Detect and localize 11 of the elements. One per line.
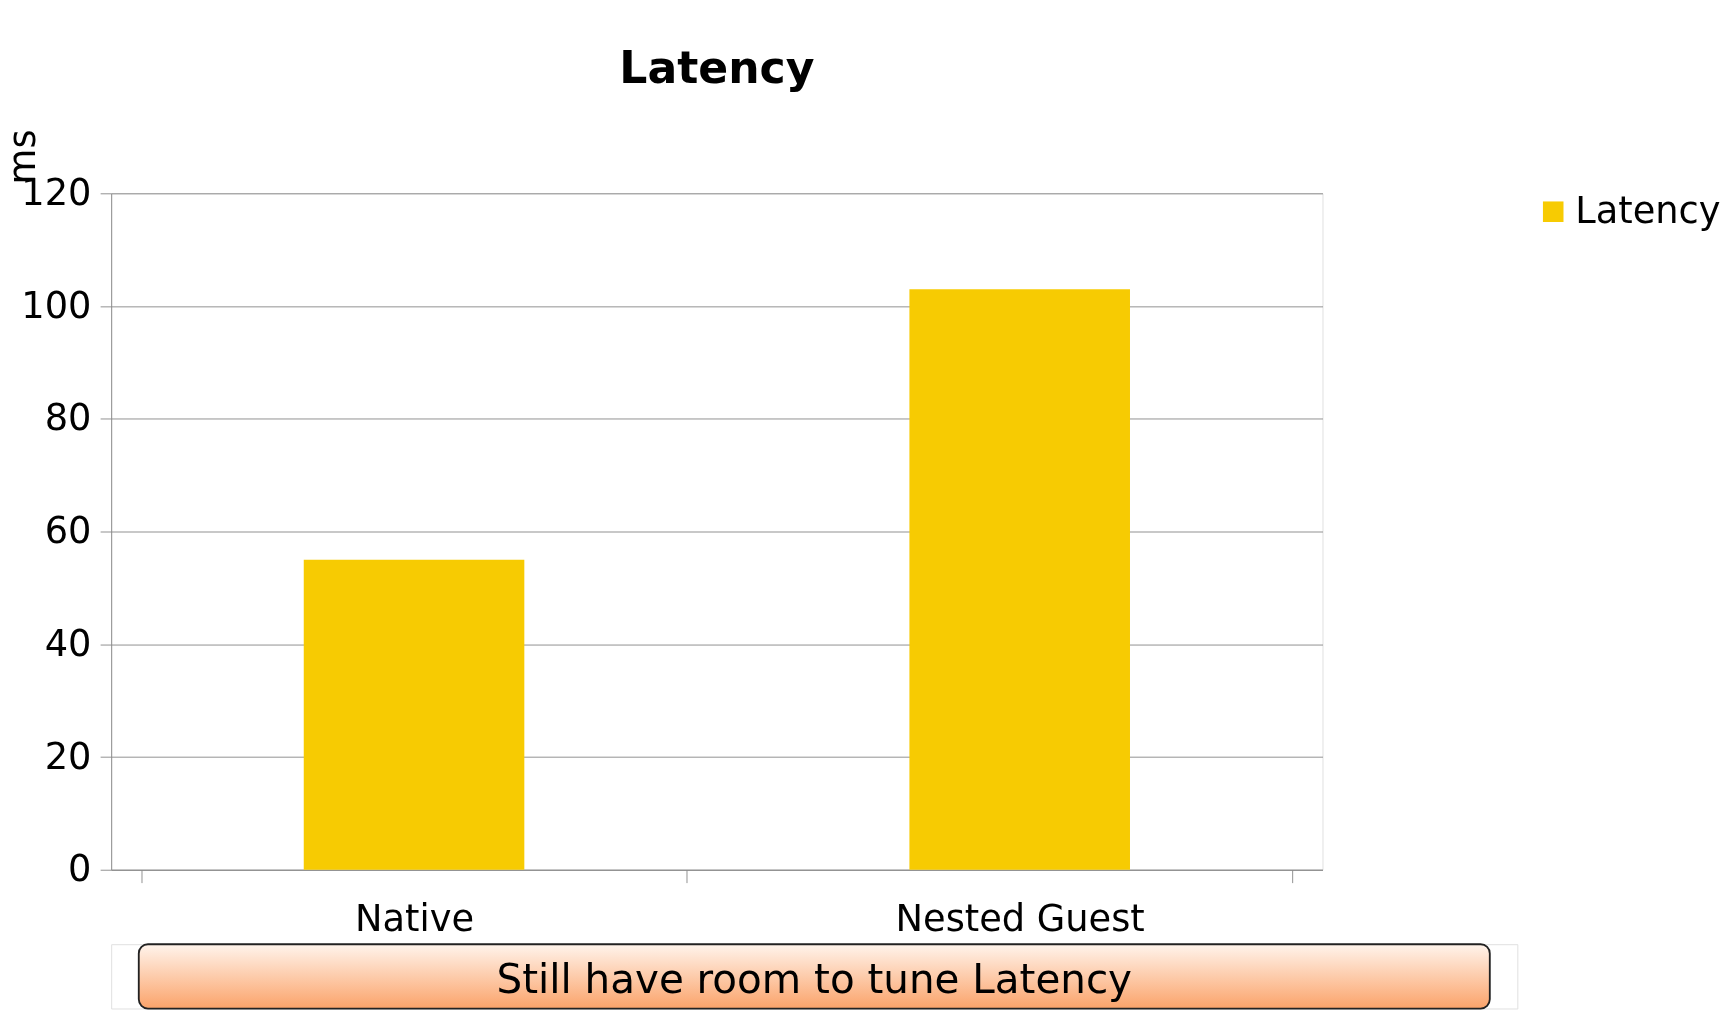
y-tick-label: 60 (44, 509, 92, 553)
y-tick-label: 0 (68, 847, 92, 891)
y-tick-label: 80 (44, 396, 92, 440)
text: Still have room to tune Latency (496, 954, 1133, 1003)
legend-label: Latency (1575, 188, 1721, 232)
chart-title: Latency (619, 42, 815, 94)
x-tick-label: Nested Guest (895, 896, 1145, 940)
x-tick-label: Native (355, 896, 474, 940)
y-tick-label: 20 (44, 734, 92, 778)
y-tick-label: 40 (44, 621, 92, 665)
y-tick-label: 100 (21, 283, 92, 327)
